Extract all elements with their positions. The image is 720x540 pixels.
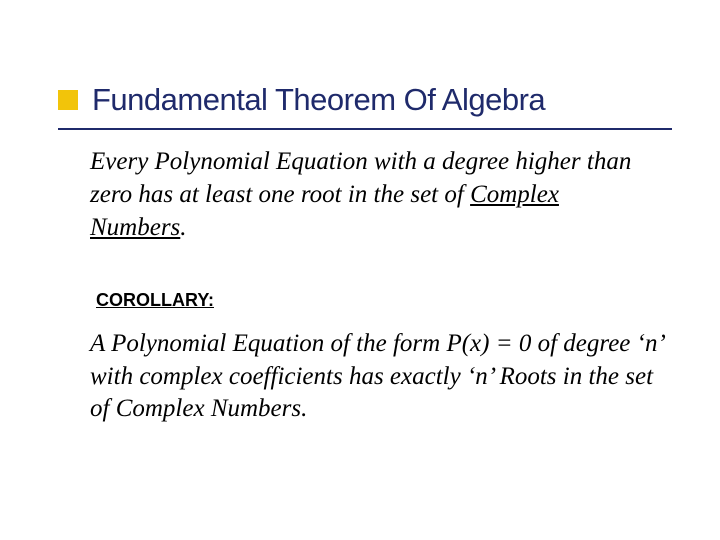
slide-title: Fundamental Theorem Of Algebra [92,82,545,118]
corollary-text: A Polynomial Equation of the form P(x) =… [90,328,665,426]
accent-square-icon [58,90,78,110]
slide: Fundamental Theorem Of Algebra Every Pol… [0,0,720,540]
theorem-post: . [180,214,186,241]
theorem-text: Every Polynomial Equation with a degree … [90,145,660,244]
title-row: Fundamental Theorem Of Algebra [58,82,680,118]
corollary-label: COROLLARY: [96,290,214,311]
title-underline [58,128,672,130]
